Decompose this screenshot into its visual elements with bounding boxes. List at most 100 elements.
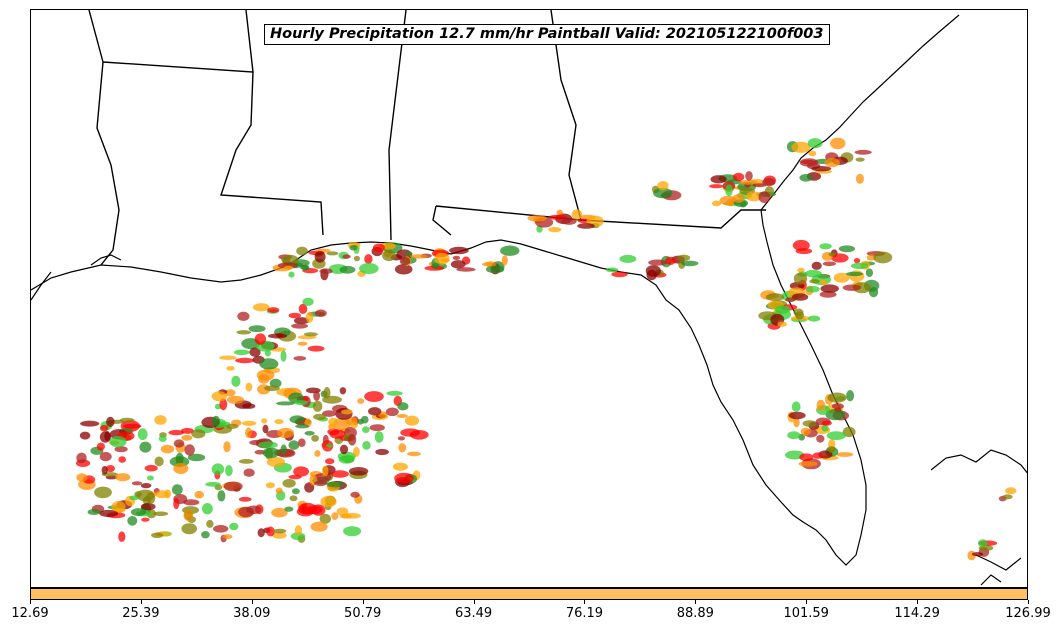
precip-paintball (140, 503, 156, 511)
precip-paintball (300, 265, 309, 270)
precip-paintball (795, 248, 813, 255)
precip-paintball (146, 475, 154, 481)
precip-paintball (233, 349, 250, 356)
precip-paintball (94, 486, 112, 499)
precip-paintball (184, 444, 195, 456)
precip-paintball (368, 407, 382, 416)
precip-paintball (187, 453, 206, 462)
colorbar-tick (473, 600, 475, 604)
precip-paintball (298, 438, 306, 448)
precip-paintball (869, 287, 879, 298)
precip-paintball (154, 456, 164, 467)
precip-paintball (362, 426, 370, 433)
precip-paintball (339, 444, 349, 455)
precip-paintball (821, 420, 832, 426)
precip-paintball (314, 480, 328, 487)
precip-paintball (799, 453, 814, 462)
precip-paintball (386, 390, 403, 396)
colorbar-tick-label: 50.79 (344, 606, 382, 621)
precip-paintball (571, 209, 583, 220)
precip-paintball (353, 255, 360, 262)
precip-paintball (339, 387, 347, 395)
precip-paintball (404, 415, 420, 426)
precip-paintball (144, 464, 158, 472)
precip-paintball (294, 525, 302, 536)
precip-paintball (277, 427, 294, 439)
precip-paintball (347, 434, 357, 446)
precip-paintball (807, 138, 823, 149)
precip-paintball (241, 420, 257, 426)
precip-paintball (137, 428, 148, 441)
precip-paintball (394, 472, 414, 484)
precip-paintball (201, 531, 210, 539)
colorbar-tick (362, 600, 364, 604)
precip-paintball (831, 253, 849, 263)
precip-paintball (397, 402, 409, 411)
precip-paintball (297, 341, 308, 346)
precip-paintball (118, 456, 126, 463)
precip-paintball (314, 251, 326, 263)
precip-paintball (793, 272, 808, 285)
precip-paintball (293, 466, 309, 477)
precip-paintball (456, 267, 476, 272)
precip-paintball (298, 303, 308, 314)
precip-paintball (312, 400, 323, 412)
precip-paintball (819, 291, 837, 298)
precip-paintball (245, 427, 252, 439)
precip-paintball (313, 413, 327, 421)
precip-paintball (101, 465, 108, 475)
precip-paintball (342, 254, 351, 259)
colorbar-tick (695, 600, 697, 604)
precip-paintball (109, 436, 127, 448)
precip-paintball (181, 434, 193, 441)
precip-paintball (385, 407, 399, 417)
precip-paintball (834, 407, 842, 413)
precip-paintball (238, 496, 252, 502)
precip-paintball (322, 410, 337, 417)
precip-paintball (855, 157, 865, 162)
colorbar-tick-label: 126.99 (1005, 606, 1051, 621)
precip-paintball (812, 452, 824, 459)
precip-paintball (211, 463, 225, 476)
precip-paintball (320, 495, 337, 508)
colorbar-tick (140, 600, 142, 604)
precip-paintball (217, 490, 226, 502)
precip-paintball (276, 401, 295, 406)
precip-paintball (359, 263, 379, 274)
precip-paintball (99, 451, 112, 462)
map-canvas (31, 10, 1027, 586)
precip-paintball (605, 267, 619, 273)
precip-paintball (252, 303, 270, 312)
precip-paintball (267, 307, 280, 313)
precip-paintball (311, 434, 319, 442)
precip-paintball (261, 418, 268, 424)
precip-paintball (797, 267, 805, 273)
precip-paintball (338, 455, 355, 464)
precip-paintballs (75, 137, 1017, 561)
precip-paintball (745, 191, 763, 202)
precip-paintball (820, 284, 839, 293)
precip-paintball (280, 444, 287, 455)
precip-paintball (211, 391, 227, 402)
precip-paintball (577, 223, 595, 229)
precip-paintball (852, 282, 871, 294)
precip-paintball (845, 271, 864, 277)
precip-paintball (548, 227, 562, 233)
colorbar-tick-label: 63.49 (454, 606, 493, 621)
precip-paintball (331, 512, 339, 520)
colorbar-tick-label: 114.29 (894, 606, 940, 621)
state-borders (88, 10, 766, 266)
precip-paintball (183, 509, 194, 521)
precip-paintball (283, 265, 294, 270)
precip-paintball (296, 246, 308, 256)
precip-paintball (236, 330, 251, 335)
precip-paintball (222, 534, 233, 540)
precip-paintball (350, 491, 360, 498)
precip-paintball (245, 382, 253, 392)
precip-paintball (80, 420, 100, 427)
precip-paintball (118, 531, 126, 542)
precip-paintball (348, 467, 369, 476)
precip-paintball (76, 452, 87, 464)
precip-paintball (850, 262, 869, 270)
precip-paintball (791, 293, 809, 301)
